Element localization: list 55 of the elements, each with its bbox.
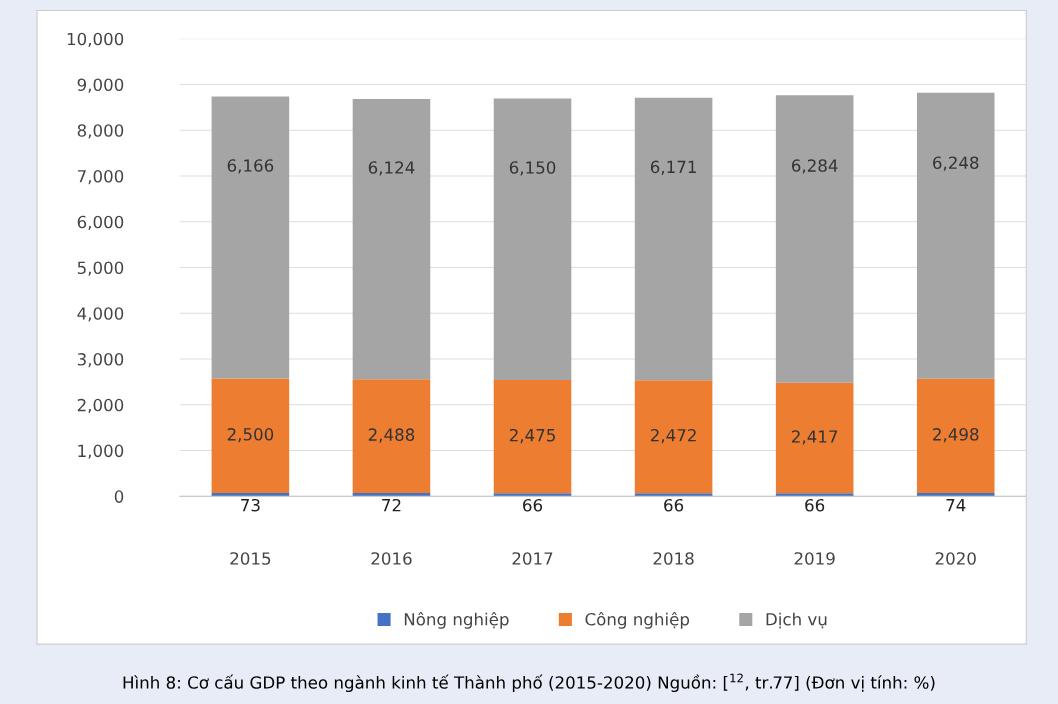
data-label: 74	[946, 499, 966, 512]
x-tick-label: 2015	[230, 552, 271, 565]
bar	[493, 493, 572, 497]
data-label: 6,124	[368, 161, 415, 176]
bar	[211, 378, 290, 493]
bar	[634, 493, 713, 497]
bar	[352, 379, 431, 494]
bar	[916, 378, 995, 493]
y-tick-label: 4,000	[77, 307, 124, 322]
x-tick-label: 2016	[371, 552, 412, 565]
bar	[211, 96, 290, 379]
y-tick-label: 2,000	[77, 398, 124, 414]
data-label: 2,472	[650, 428, 696, 444]
bar	[916, 92, 995, 379]
data-label: 6,248	[933, 156, 979, 171]
y-tick-label: 5,000	[77, 261, 124, 276]
bar	[634, 97, 713, 381]
x-tick-label: 2018	[653, 552, 694, 565]
bar	[634, 380, 713, 494]
data-label: 6,166	[227, 159, 274, 174]
x-tick-label: 2019	[794, 552, 835, 565]
data-label: 2,500	[227, 428, 274, 443]
y-tick-label: 3,000	[77, 353, 124, 368]
bar	[775, 382, 854, 494]
data-label: 2,417	[792, 430, 838, 445]
legend-label: Nông nghiệp	[404, 611, 509, 629]
data-label: 2,488	[368, 428, 415, 443]
data-label: 2,475	[509, 428, 555, 444]
data-label: 2,498	[933, 428, 979, 443]
data-label: 66	[523, 498, 543, 512]
data-label: 6,150	[509, 161, 556, 176]
y-tick-label: 6,000	[77, 215, 124, 231]
legend-label: Dịch vụ	[766, 612, 827, 629]
legend-label: Công nghiệp	[585, 611, 690, 629]
bar	[493, 380, 572, 494]
bar	[493, 98, 572, 381]
y-tick-label: 10,000	[67, 32, 124, 47]
data-label: 6,284	[791, 159, 838, 174]
y-tick-label: 7,000	[77, 169, 124, 185]
x-tick-label: 2017	[512, 552, 553, 565]
y-tick-label: 9,000	[77, 78, 124, 93]
text: Hình 8: Cơ cấu GDP theo ngành kinh tế Thành phố (2015-2020) Nguồn: [$^{12}$, tr.77] (Đơn vị tính: %)	[123, 673, 935, 693]
bar	[775, 493, 854, 497]
y-tick-label: 1,000	[78, 444, 124, 459]
data-label: 73	[241, 498, 260, 512]
x-tick-label: 2020	[935, 552, 976, 565]
data-label: 6,171	[650, 160, 696, 175]
bar	[775, 95, 854, 383]
data-label: 72	[382, 498, 401, 512]
y-tick-label: 0	[114, 490, 124, 503]
data-label: 66	[664, 498, 684, 512]
bar	[352, 98, 431, 380]
y-tick-label: 8,000	[77, 124, 124, 139]
bar	[352, 493, 431, 497]
data-label: 66	[805, 498, 825, 512]
